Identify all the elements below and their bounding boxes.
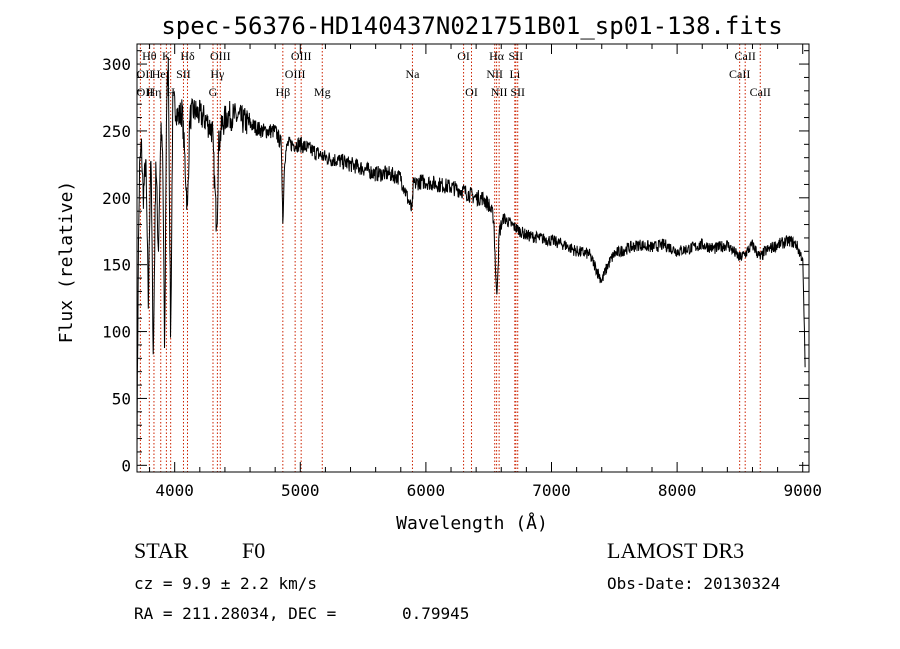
- x-tick-label: 6000: [407, 481, 446, 500]
- spectral-line-label: Hη: [146, 85, 161, 99]
- x-tick-label: 4000: [155, 481, 194, 500]
- y-tick-label: 200: [102, 189, 131, 208]
- object-type: STAR: [134, 538, 189, 563]
- spectral-line-label: K: [162, 49, 171, 63]
- spectral-line-label: SII: [508, 49, 523, 63]
- spectral-line-label: NII: [486, 67, 503, 81]
- spectral-line-label: Hδ: [180, 49, 195, 63]
- spectral-line-label: OIII: [291, 49, 312, 63]
- spectral-line-label: Hα: [489, 49, 505, 63]
- x-tick-label: 8000: [658, 481, 697, 500]
- x-axis: 4000 5000 6000 7000 8000 9000: [149, 44, 822, 500]
- spectral-line-label: OII: [137, 85, 154, 99]
- spectral-line-label: OI: [457, 49, 470, 63]
- x-tick-label: 5000: [281, 481, 320, 500]
- y-axis: 0 50 100 150 200 250 300: [102, 50, 809, 475]
- y-tick-label: 100: [102, 323, 131, 342]
- spectral-line-label: OI: [465, 85, 478, 99]
- observation-date: Obs-Date: 20130324: [607, 574, 781, 593]
- y-tick-label: 0: [121, 456, 131, 475]
- redshift-cz: cz = 9.9 ± 2.2 km/s: [134, 574, 318, 593]
- coordinates: RA = 211.28034, DEC =: [134, 604, 337, 623]
- spectral-line-label: OIII: [285, 67, 306, 81]
- plot-frame: [136, 43, 810, 473]
- chart-title: spec-56376-HD140437N021751B01_sp01-138.f…: [161, 12, 782, 40]
- spectral-line-label: CaII: [750, 85, 771, 99]
- y-tick-label: 300: [102, 55, 131, 74]
- spectral-line-label: OIII: [210, 49, 231, 63]
- y-tick-label: 150: [102, 256, 131, 275]
- spectral-line-label: CaII: [735, 49, 756, 63]
- y-tick-label: 50: [112, 389, 131, 408]
- spectral-line-label: SII: [176, 67, 191, 81]
- x-axis-label: Wavelength (Å): [396, 512, 548, 534]
- spectral-line-label: G: [209, 85, 218, 99]
- spectral-line-label: Na: [405, 67, 420, 81]
- spectral-line-label: Hβ: [275, 85, 290, 99]
- spectral-line-label: HeI: [152, 67, 170, 81]
- spectral-line-label: Li: [509, 67, 520, 81]
- spectral-line-label: Mg: [314, 85, 331, 99]
- dec-value: 0.79945: [402, 604, 470, 623]
- survey-name: LAMOST DR3: [607, 538, 745, 563]
- x-tick-label: 7000: [532, 481, 571, 500]
- spectral-subclass: F0: [242, 538, 266, 563]
- spectral-line-label: SII: [510, 85, 525, 99]
- spectral-line-label: NII: [491, 85, 508, 99]
- spectral-line-label: H: [166, 85, 175, 99]
- y-axis-label: Flux (relative): [56, 181, 77, 344]
- spectral-line-label: Hθ: [142, 49, 157, 63]
- spectral-line-label: CaII: [729, 67, 750, 81]
- spectral-line-label: Hγ: [210, 67, 225, 81]
- y-tick-label: 250: [102, 122, 131, 141]
- x-tick-label: 9000: [783, 481, 822, 500]
- spectrum-line: [136, 57, 806, 454]
